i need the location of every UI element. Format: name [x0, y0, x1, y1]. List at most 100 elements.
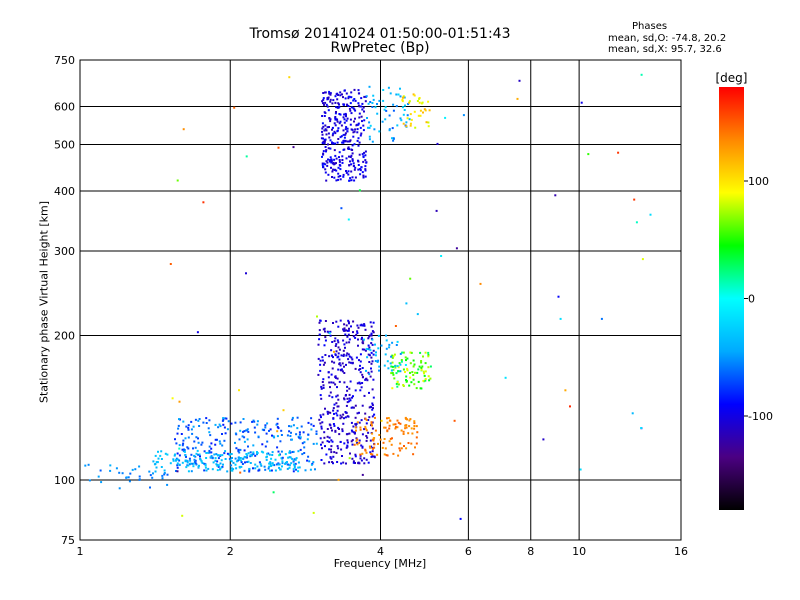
data-point	[237, 448, 240, 451]
data-point	[428, 379, 431, 382]
data-point	[338, 103, 340, 106]
data-point	[344, 411, 347, 413]
data-point	[307, 421, 310, 424]
data-point	[419, 351, 422, 354]
data-point	[194, 418, 197, 421]
data-point	[281, 460, 284, 463]
data-point	[349, 160, 351, 163]
data-point	[265, 456, 268, 459]
data-point	[363, 151, 366, 154]
data-point	[277, 462, 280, 465]
data-point	[353, 168, 356, 171]
data-point	[363, 95, 366, 98]
data-point	[367, 344, 370, 347]
data-point	[200, 443, 203, 446]
data-point	[178, 400, 181, 403]
data-point	[420, 360, 423, 362]
data-point	[186, 446, 189, 449]
data-point	[320, 387, 323, 390]
data-point	[359, 371, 362, 374]
data-point	[229, 459, 232, 462]
data-point	[320, 137, 323, 140]
data-point	[288, 450, 291, 453]
data-point	[386, 360, 389, 363]
data-point	[228, 458, 231, 461]
data-point	[335, 412, 338, 415]
data-point	[462, 114, 465, 117]
data-point	[405, 424, 408, 427]
data-point	[263, 465, 266, 468]
data-point	[243, 449, 246, 452]
data-point	[418, 97, 421, 100]
data-point	[121, 472, 124, 475]
data-point	[391, 387, 394, 390]
data-point	[310, 423, 313, 426]
data-point	[300, 425, 303, 428]
data-point	[370, 325, 373, 328]
data-point	[367, 371, 370, 374]
data-point	[315, 433, 318, 435]
data-point	[339, 441, 342, 443]
data-point	[392, 355, 395, 358]
data-point	[322, 137, 324, 140]
data-point	[324, 171, 327, 174]
data-point	[187, 424, 190, 427]
data-point	[225, 417, 228, 420]
data-point	[361, 108, 364, 111]
data-point	[319, 437, 322, 440]
data-point	[321, 421, 324, 424]
data-point	[246, 461, 249, 463]
data-point	[371, 424, 373, 427]
data-point	[389, 437, 392, 440]
colorbar-tick-label: 100	[748, 175, 769, 188]
data-point	[355, 423, 357, 426]
data-point	[205, 457, 208, 459]
data-point	[345, 394, 347, 396]
data-point	[412, 359, 415, 362]
data-point	[234, 463, 237, 466]
data-point	[351, 152, 354, 155]
data-point	[176, 464, 179, 467]
data-point	[350, 356, 353, 359]
data-point	[322, 413, 325, 416]
data-point	[396, 419, 399, 422]
data-point	[352, 320, 355, 323]
data-point	[246, 428, 249, 431]
data-point	[371, 330, 374, 333]
data-point	[382, 89, 385, 91]
data-point	[339, 113, 342, 116]
data-point	[341, 159, 344, 161]
data-point	[339, 120, 342, 123]
phase-colorbar: [deg] -100 0 100	[716, 71, 773, 510]
data-point	[244, 461, 246, 464]
data-point	[347, 170, 350, 173]
data-point	[357, 338, 359, 341]
data-point	[363, 338, 365, 341]
data-point	[371, 408, 374, 411]
data-point	[209, 456, 212, 459]
data-point	[329, 92, 332, 95]
data-point	[373, 455, 376, 458]
data-point	[359, 360, 362, 363]
data-point	[307, 455, 310, 458]
data-point	[329, 156, 332, 159]
data-point	[392, 368, 395, 371]
data-point	[415, 387, 418, 390]
data-point	[369, 334, 372, 337]
data-point	[419, 387, 422, 390]
data-point	[406, 357, 409, 360]
data-point	[339, 364, 342, 367]
data-point	[356, 330, 359, 333]
data-point	[336, 386, 338, 389]
data-point	[134, 468, 137, 471]
data-point	[409, 351, 412, 354]
data-point	[340, 124, 343, 127]
data-point	[322, 166, 324, 168]
data-point	[254, 467, 257, 470]
data-point	[331, 141, 333, 144]
data-point	[125, 476, 128, 479]
data-point	[322, 162, 325, 165]
data-point	[427, 100, 430, 103]
data-point	[193, 454, 196, 457]
